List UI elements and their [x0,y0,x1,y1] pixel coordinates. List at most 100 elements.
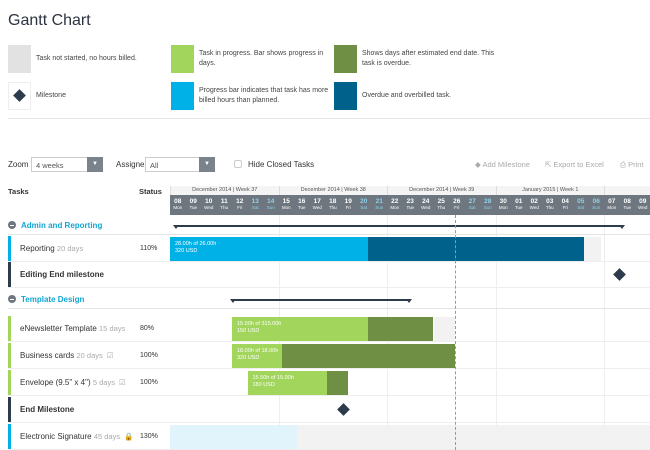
progress-bar[interactable]: 18.00h of 18.00h 320 USD [232,344,282,368]
day-number: 08 [623,198,631,205]
assignee-label: Assigne [116,160,145,169]
day-weekday: Fri [562,205,568,210]
group-header[interactable]: Admin and Reporting [8,221,102,230]
day-column-header: 02 Wed [527,195,543,215]
overdue-bar[interactable] [326,371,349,395]
collapse-icon[interactable] [8,295,16,303]
task-row[interactable]: Reporting 20 days 110% [8,236,650,262]
week-header: December 2014 | Week 38 [278,186,387,195]
task-name[interactable]: Reporting 20 days [20,244,83,253]
task-title: Electronic Signature [20,432,92,441]
day-weekday: Mon [281,205,291,210]
zoom-value: 4 weeks [36,161,64,170]
task-name[interactable]: End Milestone [20,405,74,414]
task-row[interactable]: Business cards 20 days ☑ 100% [8,343,650,369]
assignee-select[interactable]: All ▼ [145,157,215,172]
task-accent [8,316,11,341]
bar-cost: 150 USD [237,328,260,334]
day-number: 03 [546,198,554,205]
bar-cost: 180 USD [252,382,275,388]
overdue-bar[interactable] [368,317,434,341]
divider [8,118,650,119]
add-milestone-button[interactable]: ◆ Add Milestone [475,160,530,169]
day-number: 06 [592,198,600,205]
week-header: January 2015 | Week 1 [495,186,604,195]
day-weekday: Tue [514,205,523,210]
legend-text: Task not started, no hours billed. [36,55,137,62]
day-column-header: 14 Sun [263,195,279,215]
day-column-header: 20 Sat [356,195,372,215]
hide-closed-checkbox[interactable] [234,160,242,168]
day-number: 09 [189,198,197,205]
task-name[interactable]: Envelope (9.5" x 4") 5 days ☑ [20,378,126,387]
progress-bar[interactable] [170,425,298,449]
export-excel-button[interactable]: ⇱ Export to Excel [545,160,604,169]
day-column-header: 06 Sun [589,195,605,215]
task-title: Reporting [20,244,55,253]
legend-text: Progress bar indicates that task has mor… [199,87,329,104]
progress-bar[interactable]: 15.00h of 315.00h 150 USD [232,317,369,341]
hide-closed-label[interactable]: Hide Closed Tasks [248,160,315,169]
task-duration: 5 days [92,378,115,387]
legend-text: Task in progress. Bar shows progress in … [199,50,324,67]
assignee-value: All [150,161,159,170]
task-status: 80% [140,325,155,332]
overdue-bar[interactable] [281,344,456,368]
zoom-select[interactable]: 4 weeks ▼ [31,157,103,172]
divider [8,308,650,309]
day-column-header: 09 Tue [186,195,202,215]
overdue-bar[interactable] [368,237,584,261]
day-number: 11 [220,198,228,205]
day-weekday: Mon [498,205,508,210]
task-name[interactable]: eNewsletter Template 15 days [20,324,125,333]
chevron-down-icon[interactable]: ▼ [87,157,103,172]
bar-label: 15.00h of 315.00h 150 USD [237,321,281,335]
task-row[interactable]: Envelope (9.5" x 4") 5 days ☑ 100% [8,370,650,396]
task-title: Business cards [20,351,75,360]
task-accent [8,343,11,368]
task-accent [8,397,11,422]
day-column-header: 08 Mon [170,195,186,215]
day-number: 30 [499,198,507,205]
day-weekday: Sat [360,205,368,210]
task-name[interactable]: Editing End milestone [20,270,104,279]
day-number: 04 [561,198,569,205]
day-column-header: 05 Sat [573,195,589,215]
group-header[interactable]: Template Design [8,295,84,304]
task-row[interactable]: Editing End milestone [8,262,650,288]
day-number: 24 [422,198,430,205]
day-weekday: Mon [390,205,400,210]
collapse-icon[interactable] [8,221,16,229]
chevron-down-icon[interactable]: ▼ [199,157,215,172]
task-name[interactable]: Electronic Signature 45 days 🔒 [20,432,133,441]
task-name[interactable]: Business cards 20 days ☑ [20,351,114,360]
day-number: 25 [437,198,445,205]
progress-bar[interactable]: 28.00h of 26.00h 320 USD [170,237,369,261]
day-weekday: Thu [437,205,446,210]
day-number: 01 [515,198,523,205]
day-number: 15 [282,198,290,205]
lock-icon: 🔒 [124,432,134,441]
legend-swatch [334,82,357,110]
day-column-header: 12 Fri [232,195,248,215]
day-weekday: Thu [328,205,337,210]
day-weekday: Wed [312,205,322,210]
task-title: Editing End milestone [20,270,105,279]
day-number: 19 [344,198,352,205]
bar-label: 15.50h of 15.00h 180 USD [253,375,294,389]
remaining-bar [297,425,650,449]
day-column-header: 15 Mon [279,195,295,215]
task-row[interactable]: End Milestone [8,397,650,423]
day-weekday: Wed [204,205,214,210]
print-button[interactable]: ⎙ Print [620,160,644,170]
checklist-icon: ☑ [118,378,126,387]
progress-bar[interactable]: 15.50h of 15.00h 180 USD [247,371,327,395]
task-row[interactable]: eNewsletter Template 15 days 80% [8,316,650,342]
task-duration: 45 days [93,432,121,441]
day-number: 27 [468,198,476,205]
legend-swatch [8,45,31,73]
day-weekday: Fri [237,205,243,210]
task-duration: 20 days [76,351,103,360]
task-status: 100% [140,352,158,359]
diamond-icon [13,89,26,102]
